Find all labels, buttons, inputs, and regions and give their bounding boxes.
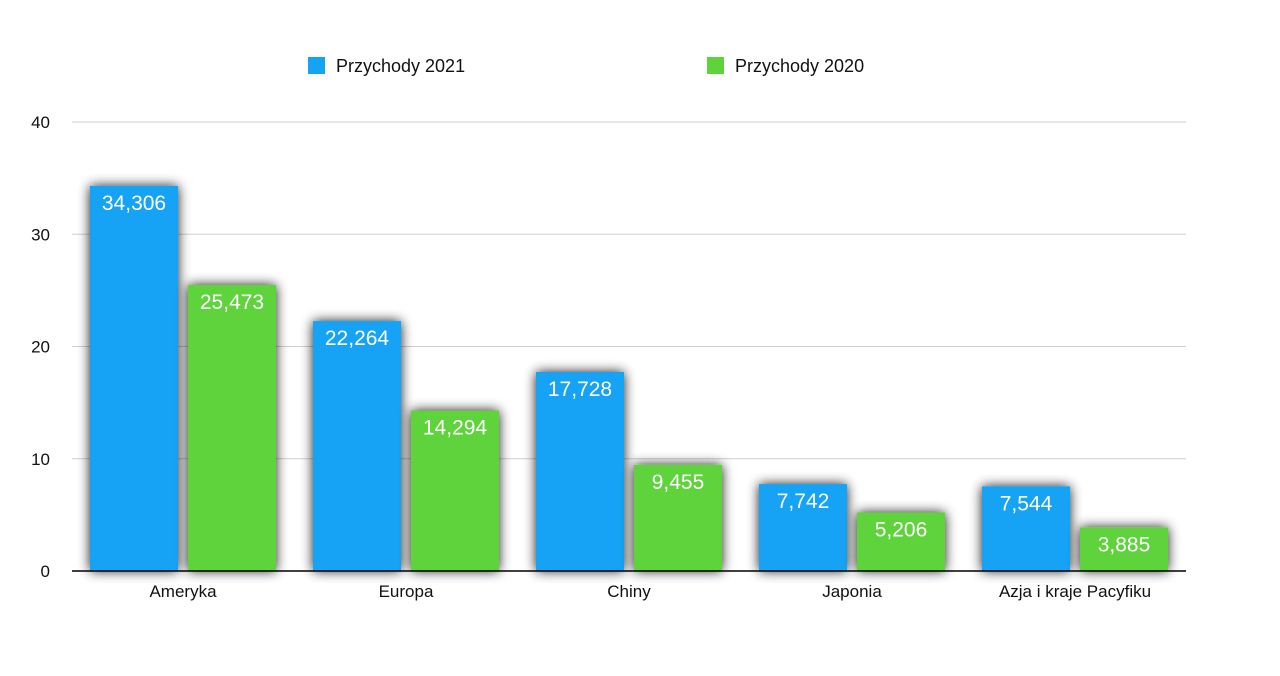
data-label: 34,306	[102, 192, 166, 215]
axis-layer: 0 10 20 30 40 Ameryka Europa Chiny Japonia Azja i…	[31, 113, 1186, 601]
x-tick-label: Azja i kraje Pacyfiku	[999, 582, 1151, 601]
data-label: 7,742	[777, 490, 830, 513]
bar	[536, 372, 624, 571]
bar	[857, 512, 945, 571]
data-label: 14,294	[423, 417, 488, 440]
y-tick-label: 0	[41, 562, 50, 581]
bar	[1080, 527, 1168, 571]
legend-swatch	[308, 57, 325, 74]
bars-layer: 34,306 25,473 22,264 14,294 17,728 9,455 7,742…	[90, 185, 1168, 571]
bar	[188, 285, 276, 571]
data-label: 17,728	[548, 378, 612, 401]
x-tick-label: Ameryka	[149, 582, 217, 601]
bar	[982, 486, 1070, 571]
x-tick-label: Europa	[379, 582, 434, 601]
legend: Przychody 2021 Przychody 2020	[308, 56, 864, 76]
legend-label: Przychody 2021	[336, 56, 465, 76]
data-label: 22,264	[325, 327, 390, 350]
data-label: 9,455	[652, 471, 705, 494]
data-label: 25,473	[200, 291, 264, 314]
legend-label: Przychody 2020	[735, 56, 864, 76]
data-label: 5,206	[875, 519, 928, 542]
y-tick-label: 30	[31, 225, 50, 244]
x-tick-label: Chiny	[607, 582, 651, 601]
bar	[313, 321, 401, 571]
y-tick-label: 20	[31, 338, 50, 357]
bar	[759, 484, 847, 571]
data-label: 3,885	[1098, 533, 1151, 556]
data-label: 7,544	[1000, 492, 1053, 515]
y-tick-label: 40	[31, 113, 50, 132]
bar	[411, 410, 499, 571]
legend-swatch	[707, 57, 724, 74]
bar	[90, 185, 178, 571]
bar	[634, 464, 722, 571]
x-tick-label: Japonia	[822, 582, 882, 601]
y-tick-label: 10	[31, 450, 50, 469]
